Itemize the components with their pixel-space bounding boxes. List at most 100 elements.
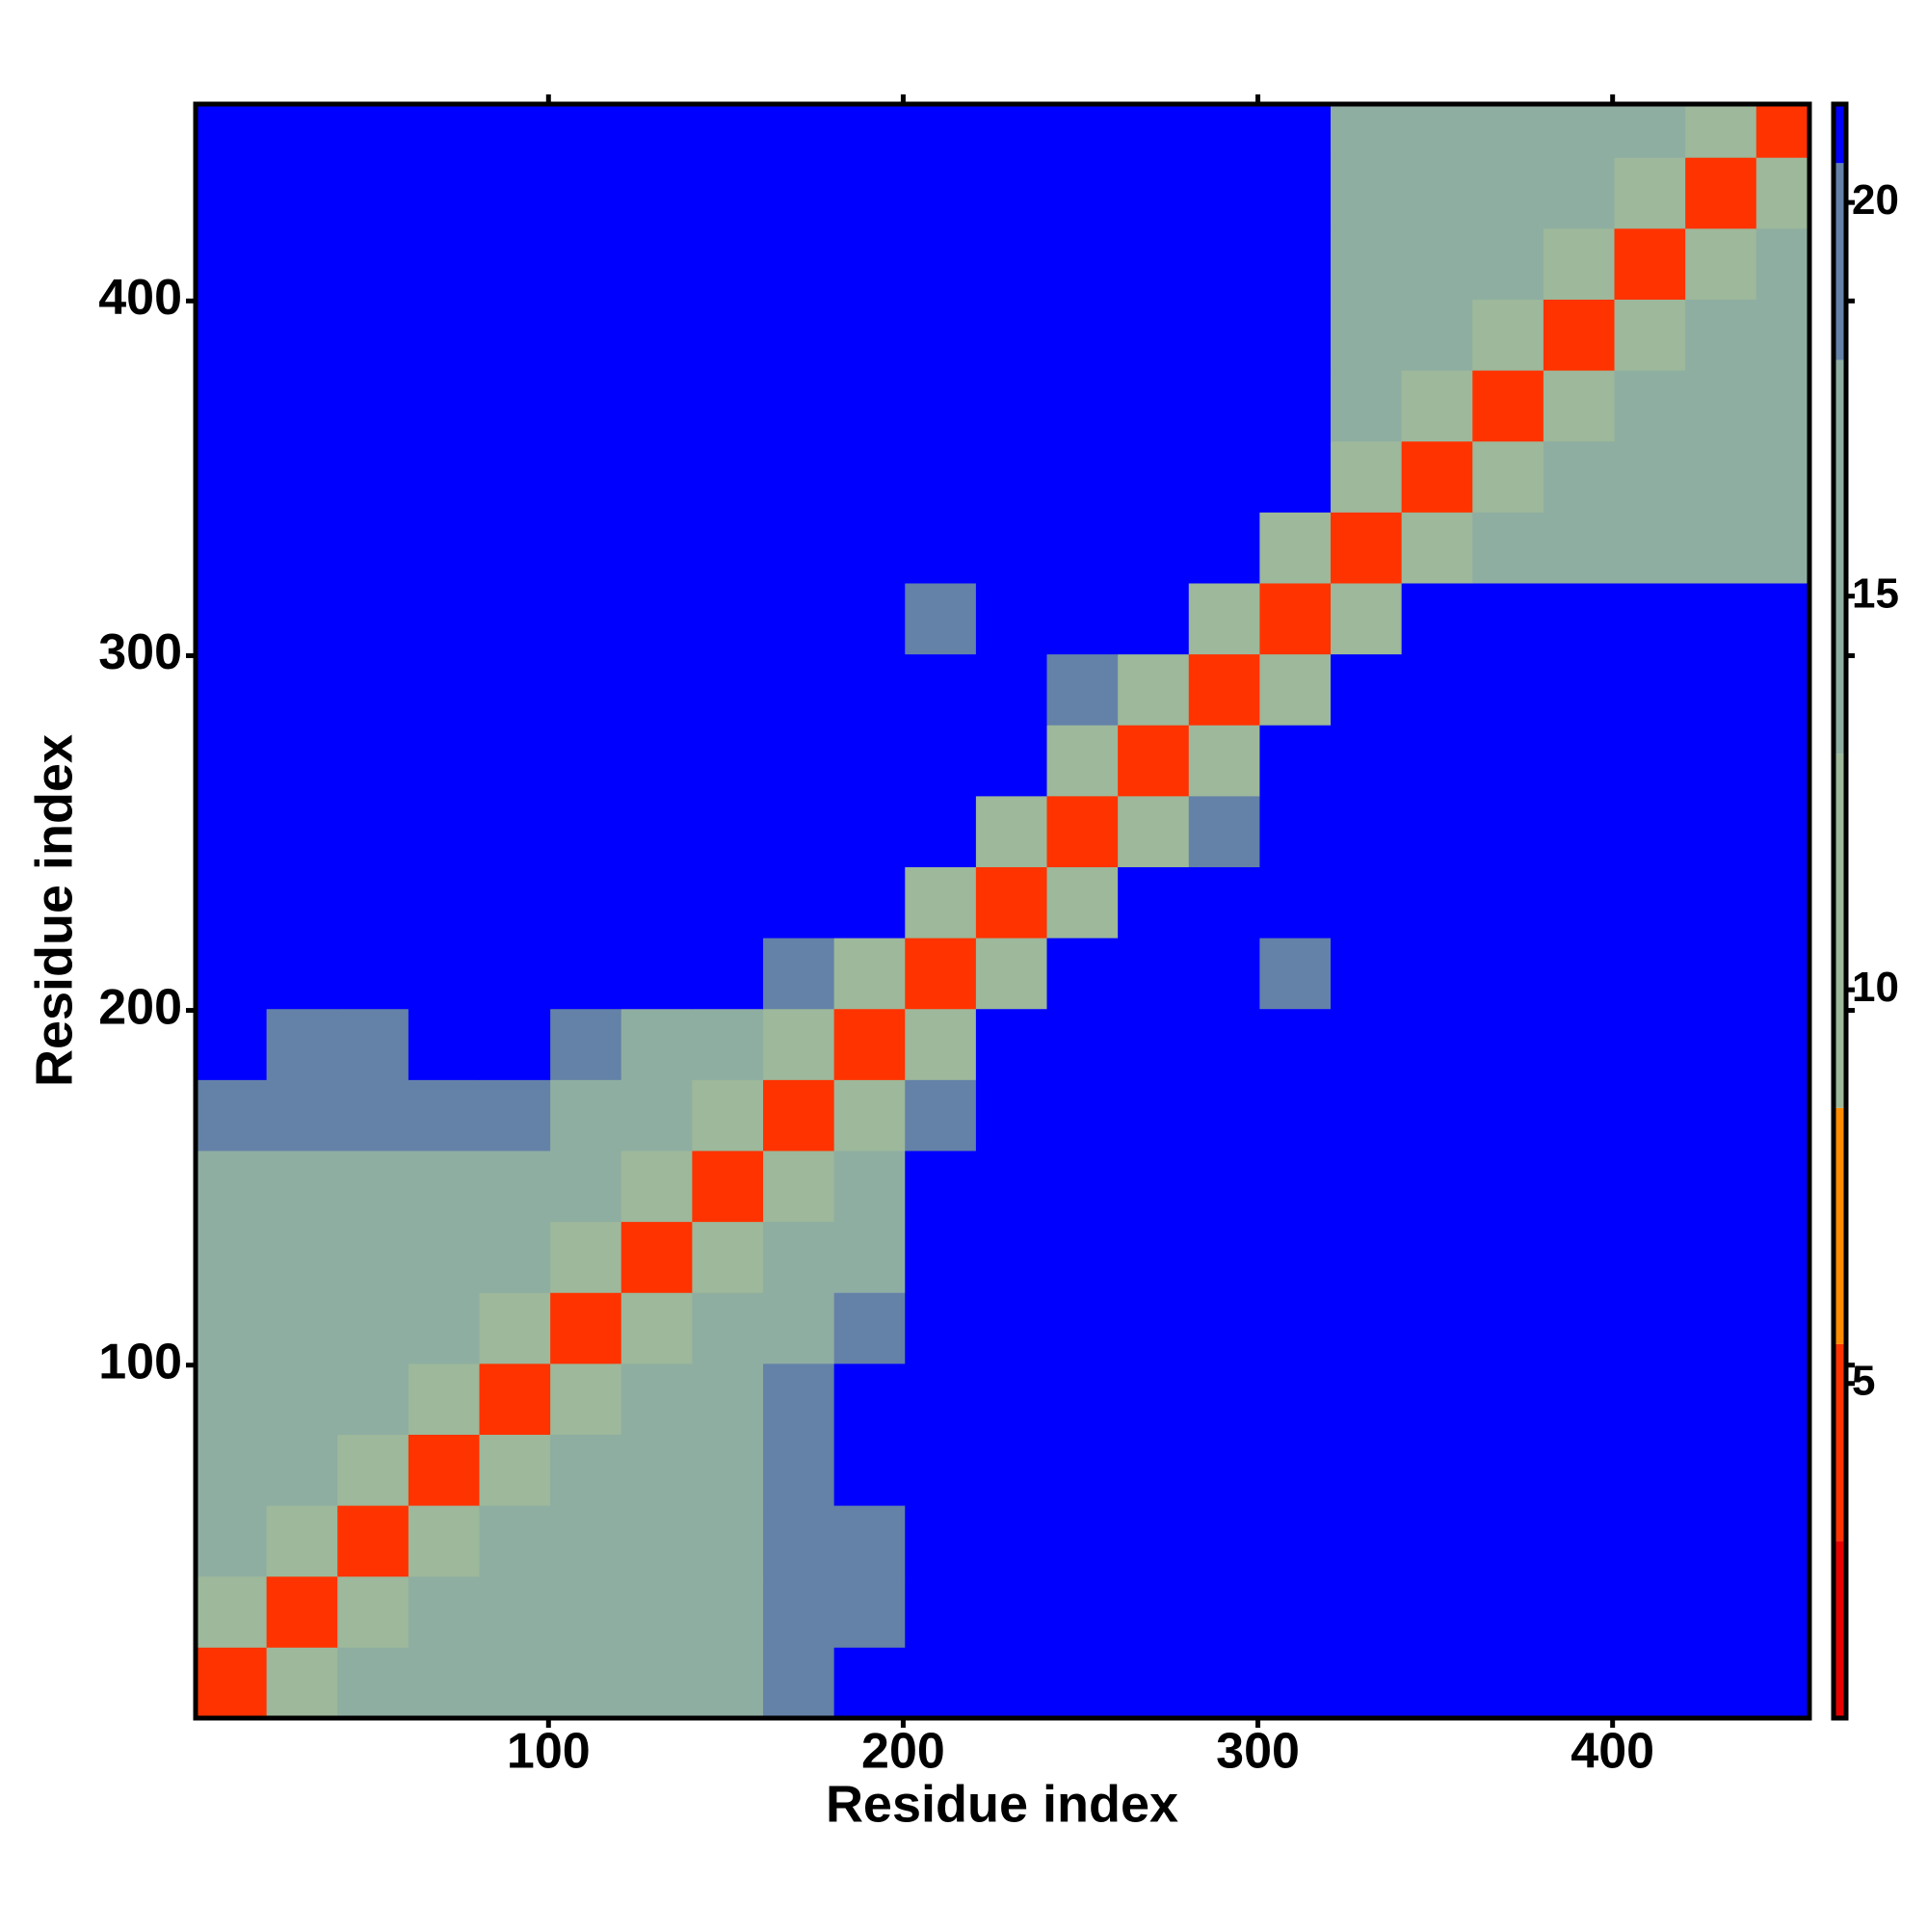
heatmap-cell	[1188, 512, 1260, 584]
heatmap-cell	[550, 1434, 622, 1506]
heatmap	[196, 104, 1809, 1718]
heatmap-cell	[1614, 938, 1686, 1010]
heatmap-cell	[266, 1363, 338, 1435]
heatmap-cell	[1259, 104, 1332, 158]
heatmap-cell	[408, 157, 481, 229]
heatmap-cell	[620, 1363, 693, 1435]
heatmap-cell	[1259, 370, 1332, 442]
heatmap-cell	[1331, 938, 1403, 1010]
heatmap-cell	[408, 866, 481, 939]
heatmap-cell	[905, 1079, 977, 1151]
heatmap-cell	[1755, 1079, 1809, 1151]
heatmap-cell	[337, 1575, 409, 1648]
heatmap-cell	[1543, 795, 1616, 867]
heatmap-cell	[905, 299, 977, 371]
heatmap-cell	[905, 725, 977, 797]
heatmap-cell	[266, 1647, 338, 1718]
heatmap-cell	[266, 370, 338, 442]
heatmap-cell	[1401, 1008, 1473, 1080]
heatmap-cell	[479, 1505, 551, 1577]
heatmap-cell	[1118, 299, 1190, 371]
heatmap-cell	[1685, 1505, 1757, 1577]
heatmap-cell	[692, 1008, 764, 1080]
heatmap-cell	[1755, 157, 1809, 229]
heatmap-cell	[1755, 1363, 1809, 1435]
heatmap-cell	[1614, 1292, 1686, 1364]
heatmap-cell	[1331, 1575, 1403, 1648]
heatmap-cell	[266, 1150, 338, 1223]
heatmap-cell	[1543, 1079, 1616, 1151]
heatmap-cell	[196, 157, 268, 229]
heatmap-cell	[1046, 866, 1119, 939]
heatmap-cell	[1188, 866, 1260, 939]
heatmap-cell	[1755, 227, 1809, 300]
heatmap-cell	[266, 227, 338, 300]
heatmap-cell	[1755, 1150, 1809, 1223]
heatmap-cell	[1259, 1292, 1332, 1364]
heatmap-cell	[1259, 582, 1332, 655]
heatmap-cell	[1188, 299, 1260, 371]
heatmap-cell	[1401, 299, 1473, 371]
x-tick-label: 400	[1571, 1724, 1654, 1780]
heatmap-cell	[1046, 299, 1119, 371]
heatmap-cell	[1118, 866, 1190, 939]
heatmap-cell	[196, 1434, 268, 1506]
heatmap-cell	[1118, 795, 1190, 867]
heatmap-cell	[1259, 299, 1332, 371]
heatmap-cell	[1046, 795, 1119, 867]
heatmap-cell	[196, 1505, 268, 1577]
heatmap-cell	[1401, 512, 1473, 584]
heatmap-cell	[1614, 582, 1686, 655]
heatmap-cell	[905, 104, 977, 158]
heatmap-cell	[833, 1150, 906, 1223]
heatmap-cell	[550, 1505, 622, 1577]
heatmap-cell	[975, 440, 1048, 513]
heatmap-cell	[1543, 1008, 1616, 1080]
heatmap-cell	[620, 1079, 693, 1151]
heatmap-cell	[1401, 227, 1473, 300]
heatmap-cell	[1685, 1647, 1757, 1718]
heatmap-cell	[1755, 653, 1809, 726]
heatmap-cell	[620, 1647, 693, 1718]
heatmap-cell	[905, 370, 977, 442]
heatmap-cell	[550, 370, 622, 442]
heatmap-cell	[1614, 1363, 1686, 1435]
heatmap-cell	[975, 1008, 1048, 1080]
heatmap-cell	[1118, 512, 1190, 584]
heatmap-cell	[1685, 370, 1757, 442]
heatmap-cell	[1685, 1008, 1757, 1080]
heatmap-cell	[1046, 938, 1119, 1010]
heatmap-cell	[1118, 1647, 1190, 1718]
heatmap-cell	[337, 227, 409, 300]
heatmap-cell	[408, 104, 481, 158]
heatmap-cell	[1543, 1292, 1616, 1364]
heatmap-cell	[833, 1363, 906, 1435]
heatmap-cell	[1472, 1575, 1544, 1648]
heatmap-cell	[1046, 1434, 1119, 1506]
heatmap-cell	[1755, 938, 1809, 1010]
heatmap-cell	[337, 299, 409, 371]
heatmap-cell	[479, 1150, 551, 1223]
heatmap-cell	[905, 582, 977, 655]
heatmap-cell	[1755, 299, 1809, 371]
heatmap-cell	[266, 104, 338, 158]
heatmap-cell	[1259, 1363, 1332, 1435]
heatmap-cell	[1331, 653, 1403, 726]
heatmap-cell	[1685, 1575, 1757, 1648]
heatmap-cell	[975, 1647, 1048, 1718]
heatmap-cell	[1118, 725, 1190, 797]
colorbar-tick-label: 5	[1852, 1357, 1875, 1404]
heatmap-cell	[1118, 1079, 1190, 1151]
heatmap-cell	[266, 1505, 338, 1577]
heatmap-cell	[1188, 1363, 1260, 1435]
heatmap-cell	[975, 104, 1048, 158]
heatmap-cell	[408, 440, 481, 513]
heatmap-cell	[479, 653, 551, 726]
heatmap-cell	[1614, 1434, 1686, 1506]
heatmap-cell	[1755, 104, 1809, 158]
heatmap-cell	[763, 725, 835, 797]
heatmap-cell	[408, 1221, 481, 1293]
y-axis-title: Residue index	[25, 734, 83, 1087]
heatmap-cell	[1259, 1150, 1332, 1223]
heatmap-cell	[1614, 866, 1686, 939]
